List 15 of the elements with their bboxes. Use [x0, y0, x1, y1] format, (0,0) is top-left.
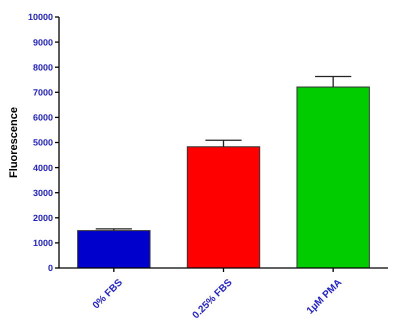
y-tick-label: 6000 [32, 112, 53, 123]
y-tick-label: 10000 [28, 12, 53, 22]
y-tick-label: 1000 [32, 238, 53, 248]
y-tick-label: 0 [48, 263, 53, 274]
bar [296, 86, 370, 268]
y-tick-label: 4000 [32, 162, 53, 173]
y-tick-label: 3000 [32, 188, 53, 198]
y-tick-label: 8000 [32, 62, 53, 72]
y-tick-label: 5000 [32, 138, 53, 148]
bar [186, 146, 260, 268]
y-tick-label: 7000 [32, 87, 53, 98]
y-tick-label: 2000 [32, 212, 53, 223]
y-axis-title: Fluorescence [8, 107, 20, 178]
y-tick-label: 9000 [32, 37, 53, 48]
bar [77, 230, 151, 268]
